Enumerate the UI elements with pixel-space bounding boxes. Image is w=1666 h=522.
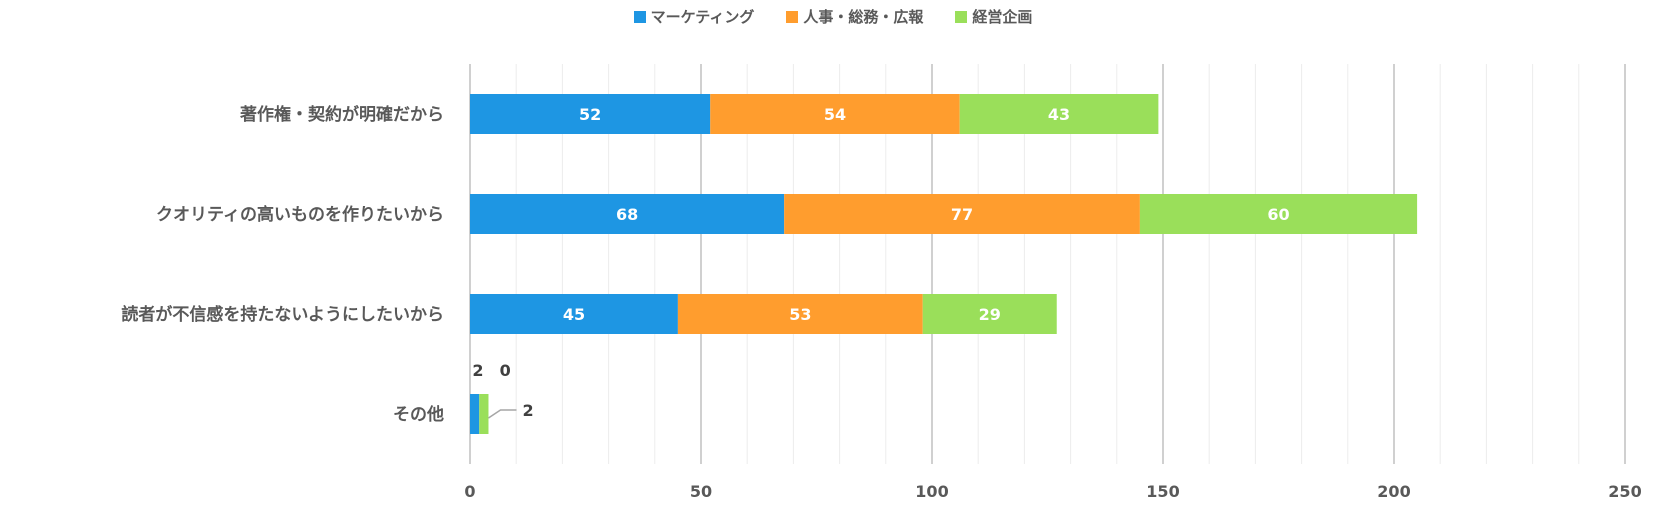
bar-segment bbox=[470, 394, 480, 434]
bar-segment bbox=[479, 394, 489, 434]
legend-swatch bbox=[955, 10, 968, 23]
bar-segment bbox=[470, 94, 711, 134]
x-tick-label: 50 bbox=[690, 482, 712, 501]
bar-segment bbox=[710, 94, 960, 134]
data-label: 68 bbox=[616, 205, 638, 224]
bar-segment bbox=[470, 194, 785, 234]
data-label: 45 bbox=[563, 305, 585, 324]
legend-swatch bbox=[633, 10, 646, 23]
legend-label: 経営企画 bbox=[972, 8, 1033, 26]
leader-line bbox=[488, 409, 517, 419]
data-label: 52 bbox=[579, 105, 601, 124]
bar-segment bbox=[959, 94, 1159, 134]
category-label: その他 bbox=[393, 404, 444, 425]
data-label: 29 bbox=[979, 305, 1001, 324]
bar-segment bbox=[1139, 194, 1418, 234]
bar-segment bbox=[922, 294, 1057, 334]
bar-segment bbox=[784, 194, 1140, 234]
legend-item: マーケティング bbox=[633, 6, 755, 27]
bar-segment bbox=[470, 294, 678, 334]
data-label: 60 bbox=[1267, 205, 1289, 224]
data-label: 0 bbox=[500, 361, 511, 380]
bar-segment bbox=[677, 294, 923, 334]
x-tick-label: 250 bbox=[1608, 482, 1641, 501]
data-label: 77 bbox=[951, 205, 973, 224]
legend-item: 人事・総務・広報 bbox=[786, 6, 923, 27]
category-label: 著作権・契約が明確だから bbox=[240, 104, 444, 125]
legend-label: 人事・総務・広報 bbox=[803, 8, 924, 26]
data-label: 2 bbox=[522, 401, 533, 420]
data-label: 2 bbox=[472, 361, 483, 380]
data-label: 54 bbox=[824, 105, 846, 124]
legend-label: マーケティング bbox=[650, 8, 755, 26]
legend-swatch bbox=[786, 10, 799, 23]
x-tick-label: 150 bbox=[1146, 482, 1179, 501]
data-label: 53 bbox=[789, 305, 811, 324]
data-label: 43 bbox=[1048, 105, 1070, 124]
chart-legend: マーケティング 人事・総務・広報 経営企画 bbox=[0, 6, 1666, 27]
x-tick-label: 200 bbox=[1377, 482, 1410, 501]
category-label: 読者が不信感を持たないようにしたいから bbox=[121, 304, 444, 325]
x-tick-label: 100 bbox=[915, 482, 948, 501]
legend-item: 経営企画 bbox=[955, 6, 1032, 27]
category-label: クオリティの高いものを作りたいから bbox=[156, 204, 444, 225]
x-tick-label: 0 bbox=[464, 482, 475, 501]
